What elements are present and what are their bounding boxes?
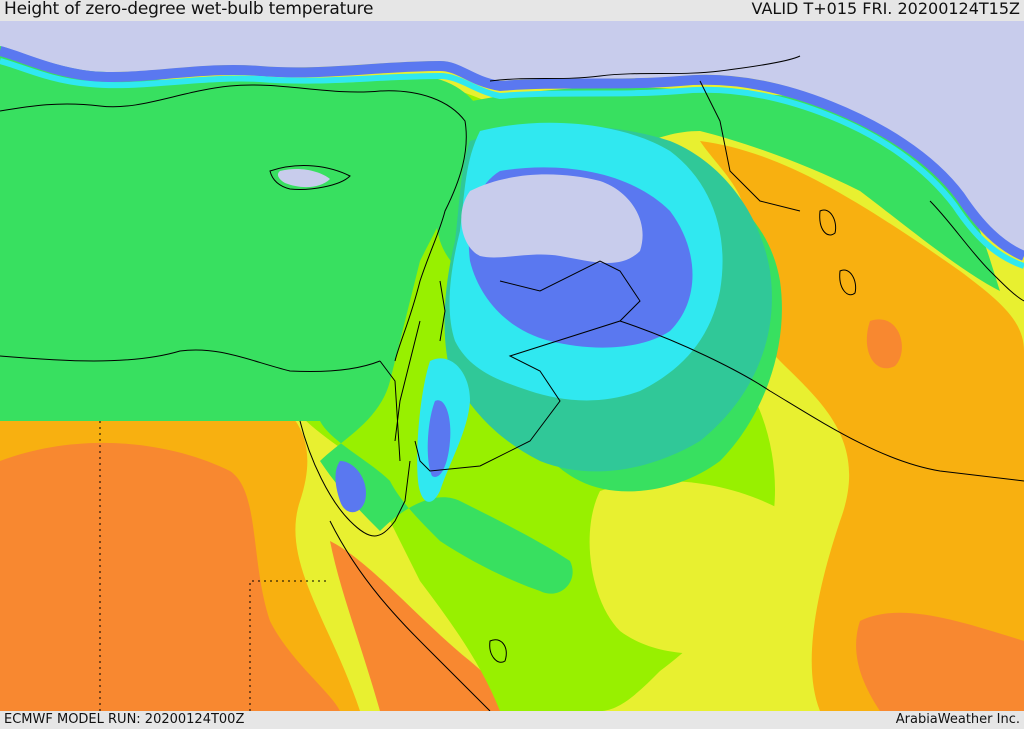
credit: ArabiaWeather Inc. (895, 712, 1020, 727)
region-yellow-saudi (589, 481, 818, 654)
region-blue-fringe (0, 46, 1024, 261)
region-blue-negev (335, 461, 366, 513)
region-red-sea (330, 541, 520, 711)
region-orange-southwest (0, 442, 340, 711)
model-run: ECMWF MODEL RUN: 20200124T00Z (4, 712, 245, 727)
islands (489, 209, 857, 663)
map-canvas (0, 21, 1024, 711)
region-cyan-fringe (0, 58, 1024, 269)
region-orange-southeast (856, 612, 1024, 711)
region-orange-east (866, 319, 902, 369)
header: Height of zero-degree wet-bulb temperatu… (0, 0, 1024, 21)
region-lavender-cyprus (277, 168, 330, 188)
region-lavender-north (0, 21, 1024, 251)
weather-map (0, 21, 1024, 711)
map-title: Height of zero-degree wet-bulb temperatu… (4, 0, 374, 19)
footer: ECMWF MODEL RUN: 20200124T00Z ArabiaWeat… (0, 711, 1024, 729)
coastlines (0, 55, 1024, 442)
valid-time: VALID T+015 FRI. 20200124T15Z (751, 0, 1020, 18)
region-lavender-iraq (461, 174, 643, 263)
country-borders (0, 80, 1024, 711)
region-gold-east (700, 141, 1024, 711)
region-blue-sinai (427, 400, 451, 477)
